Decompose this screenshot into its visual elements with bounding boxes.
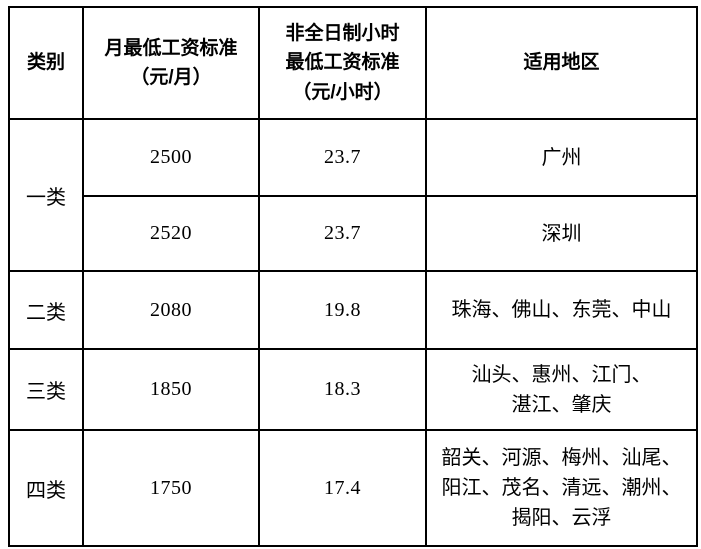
table-header-row: 类别 月最低工资标准 （元/月） 非全日制小时 最低工资标准 （元/小时） 适用…	[8, 6, 698, 120]
cell-monthly-wage: 1850	[82, 348, 260, 431]
header-cell-monthly-wage: 月最低工资标准 （元/月）	[82, 6, 260, 120]
minimum-wage-table: 类别 月最低工资标准 （元/月） 非全日制小时 最低工资标准 （元/小时） 适用…	[8, 6, 698, 547]
cell-hourly-wage: 18.3	[258, 348, 427, 431]
table-row: 2520 23.7 深圳	[9, 195, 698, 272]
cell-category: 二类	[8, 270, 84, 350]
cell-region: 韶关、河源、梅州、汕尾、 阳江、茂名、清远、潮州、 揭阳、云浮	[425, 429, 698, 547]
table-row: 二类 2080 19.8 珠海、佛山、东莞、中山	[8, 270, 698, 350]
header-cell-category: 类别	[8, 6, 84, 120]
table-row: 三类 1850 18.3 汕头、惠州、江门、 湛江、肇庆	[8, 348, 698, 431]
cell-monthly-wage: 2500	[82, 118, 260, 197]
cell-category: 一类	[8, 118, 84, 272]
cell-hourly-wage: 19.8	[258, 270, 427, 350]
cell-hourly-wage: 23.7	[258, 195, 427, 272]
cell-category: 四类	[8, 429, 84, 547]
cell-category: 三类	[8, 348, 84, 431]
header-cell-region: 适用地区	[425, 6, 698, 120]
cell-monthly-wage: 1750	[82, 429, 260, 547]
table-row: 四类 1750 17.4 韶关、河源、梅州、汕尾、 阳江、茂名、清远、潮州、 揭…	[8, 429, 698, 547]
cell-region: 深圳	[425, 195, 698, 272]
cell-hourly-wage: 23.7	[258, 118, 427, 197]
header-cell-hourly-wage: 非全日制小时 最低工资标准 （元/小时）	[258, 6, 427, 120]
table-row: 一类 2500 23.7 广州	[8, 118, 698, 272]
cell-region: 汕头、惠州、江门、 湛江、肇庆	[425, 348, 698, 431]
cell-monthly-wage: 2080	[82, 270, 260, 350]
cell-region: 珠海、佛山、东莞、中山	[425, 270, 698, 350]
cell-hourly-wage: 17.4	[258, 429, 427, 547]
cell-region: 广州	[425, 118, 698, 197]
cell-monthly-wage: 2520	[82, 195, 260, 272]
